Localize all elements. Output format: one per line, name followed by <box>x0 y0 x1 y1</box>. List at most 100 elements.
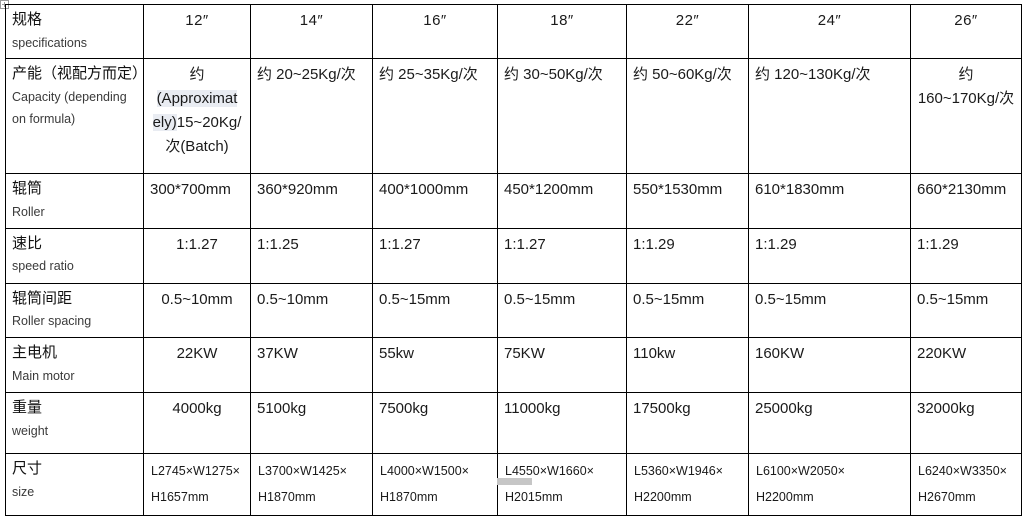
cell-motor-12: 22KW <box>143 337 251 394</box>
specification-table: 规格 specifications 12″ 14″ 16″ 18″ 22″ 24… <box>5 3 1022 516</box>
cell-spacing-22: 0.5~15mm <box>626 282 749 339</box>
size-dimensions: L5360×W1946× <box>634 464 723 479</box>
row-label-en: size <box>12 484 35 499</box>
cell-roller-22: 550*1530mm <box>626 173 749 229</box>
cell-weight-16: 7500kg <box>372 392 498 455</box>
size-dimensions: L6240×W3350× <box>918 464 1007 479</box>
cell-capacity-16: 约 25~35Kg/次 <box>372 58 498 175</box>
table-row-specifications: 规格 specifications 12″ 14″ 16″ 18″ 22″ 24… <box>5 3 1022 60</box>
table-row-capacity: 产能（视配方而定） Capacity (depending on formula… <box>5 58 1022 175</box>
cell-motor-16: 55kw <box>372 337 498 394</box>
row-label-en: Roller <box>12 204 45 219</box>
cell-spacing-16: 0.5~15mm <box>372 282 498 339</box>
cell-weight-24: 25000kg <box>748 392 911 455</box>
row-label-cn: 规格 <box>12 11 43 28</box>
cell-capacity-18: 约 30~50Kg/次 <box>497 58 627 175</box>
table-row-roller: 辊筒 Roller 300*700mm 360*920mm 400*1000mm… <box>5 173 1022 229</box>
row-label-en: Roller spacing <box>12 314 92 329</box>
row-label-size: 尺寸 size <box>5 453 144 516</box>
row-label-cn: 产能（视配方而定） <box>12 65 148 83</box>
row-label-en: Capacity (depending on formula) <box>12 89 127 126</box>
row-label-en: weight <box>12 423 49 438</box>
table-row-roller-spacing: 辊筒间距 Roller spacing 0.5~10mm 0.5~10mm 0.… <box>5 282 1022 339</box>
row-label-specifications: 规格 specifications <box>5 3 144 60</box>
cell-size-12: L2745×W1275× H1657mm <box>143 453 251 516</box>
selection-artifact <box>497 478 532 485</box>
cell-speed-26: 1:1.29 <box>910 227 1022 284</box>
cell-roller-24: 610*1830mm <box>748 173 911 229</box>
row-label-speed-ratio: 速比 speed ratio <box>5 227 144 284</box>
size-height: H1870mm <box>380 490 438 505</box>
cell-spacing-18: 0.5~15mm <box>497 282 627 339</box>
column-header-16: 16″ <box>372 3 498 60</box>
size-height: H2200mm <box>634 490 692 505</box>
cell-speed-12: 1:1.27 <box>143 227 251 284</box>
cell-spacing-24: 0.5~15mm <box>748 282 911 339</box>
table-row-main-motor: 主电机 Main motor 22KW 37KW 55kw 75KW 110kw… <box>5 337 1022 394</box>
cell-weight-14: 5100kg <box>250 392 373 455</box>
cell-capacity-22: 约 50~60Kg/次 <box>626 58 749 175</box>
cell-spacing-14: 0.5~10mm <box>250 282 373 339</box>
column-header-18: 18″ <box>497 3 627 60</box>
cell-roller-16: 400*1000mm <box>372 173 498 229</box>
table-row-weight: 重量 weight 4000kg 5100kg 7500kg 11000kg 1… <box>5 392 1022 455</box>
row-label-roller-spacing: 辊筒间距 Roller spacing <box>5 282 144 339</box>
cell-roller-26: 660*2130mm <box>910 173 1022 229</box>
cell-weight-22: 17500kg <box>626 392 749 455</box>
row-label-cn: 重量 <box>12 399 43 417</box>
size-dimensions: L4000×W1500× <box>380 464 469 479</box>
cell-weight-18: 11000kg <box>497 392 627 455</box>
column-header-14: 14″ <box>250 3 373 60</box>
row-label-cn: 辊筒间距 <box>12 289 73 307</box>
column-header-22: 22″ <box>626 3 749 60</box>
cell-motor-26: 220KW <box>910 337 1022 394</box>
size-dimensions: L4550×W1660× <box>505 464 594 479</box>
cell-spacing-12: 0.5~10mm <box>143 282 251 339</box>
cell-speed-18: 1:1.27 <box>497 227 627 284</box>
size-height: H2670mm <box>918 490 976 505</box>
cell-speed-14: 1:1.25 <box>250 227 373 284</box>
row-label-cn: 辊筒 <box>12 180 43 198</box>
row-label-roller: 辊筒 Roller <box>5 173 144 229</box>
row-label-en: speed ratio <box>12 259 74 274</box>
row-label-cn: 尺寸 <box>12 460 43 478</box>
row-label-cn: 主电机 <box>12 344 58 362</box>
cell-roller-12: 300*700mm <box>143 173 251 229</box>
column-header-24: 24″ <box>748 3 911 60</box>
size-dimensions: L3700×W1425× <box>258 464 347 479</box>
row-label-main-motor: 主电机 Main motor <box>5 337 144 394</box>
cell-speed-16: 1:1.27 <box>372 227 498 284</box>
column-header-12: 12″ <box>143 3 251 60</box>
row-label-en: specifications <box>12 35 88 50</box>
cell-size-24: L6100×W2050× H2200mm <box>748 453 911 516</box>
row-label-weight: 重量 weight <box>5 392 144 455</box>
cell-weight-26: 32000kg <box>910 392 1022 455</box>
cell-size-16: L4000×W1500× H1870mm <box>372 453 498 516</box>
cell-motor-24: 160KW <box>748 337 911 394</box>
capacity-prefix: 约 <box>189 66 205 84</box>
table-row-speed-ratio: 速比 speed ratio 1:1.27 1:1.25 1:1.27 1:1.… <box>5 227 1022 284</box>
spec-table-container: 规格 specifications 12″ 14″ 16″ 18″ 22″ 24… <box>5 3 1022 516</box>
row-label-cn: 速比 <box>12 234 43 252</box>
cell-motor-18: 75KW <box>497 337 627 394</box>
cell-capacity-12: 约 (Approximat ely)15~20Kg/次(Batch) <box>143 58 251 175</box>
cell-motor-22: 110kw <box>626 337 749 394</box>
row-label-en: Main motor <box>12 368 75 383</box>
cell-capacity-14: 约 20~25Kg/次 <box>250 58 373 175</box>
size-dimensions: L2745×W1275× <box>151 464 240 479</box>
cell-speed-22: 1:1.29 <box>626 227 749 284</box>
row-label-capacity: 产能（视配方而定） Capacity (depending on formula… <box>5 58 148 175</box>
cell-weight-12: 4000kg <box>143 392 251 455</box>
cell-size-26: L6240×W3350× H2670mm <box>910 453 1022 516</box>
cell-capacity-24: 约 120~130Kg/次 <box>748 58 911 175</box>
size-height: H1657mm <box>151 490 209 505</box>
size-height: H2015mm <box>505 490 563 505</box>
size-dimensions: L6100×W2050× <box>756 464 845 479</box>
cell-motor-14: 37KW <box>250 337 373 394</box>
cell-capacity-26: 约 160~170Kg/次 <box>910 58 1022 175</box>
cell-spacing-26: 0.5~15mm <box>910 282 1022 339</box>
size-height: H1870mm <box>258 490 316 505</box>
cell-roller-14: 360*920mm <box>250 173 373 229</box>
column-header-26: 26″ <box>910 3 1022 60</box>
cell-size-22: L5360×W1946× H2200mm <box>626 453 749 516</box>
